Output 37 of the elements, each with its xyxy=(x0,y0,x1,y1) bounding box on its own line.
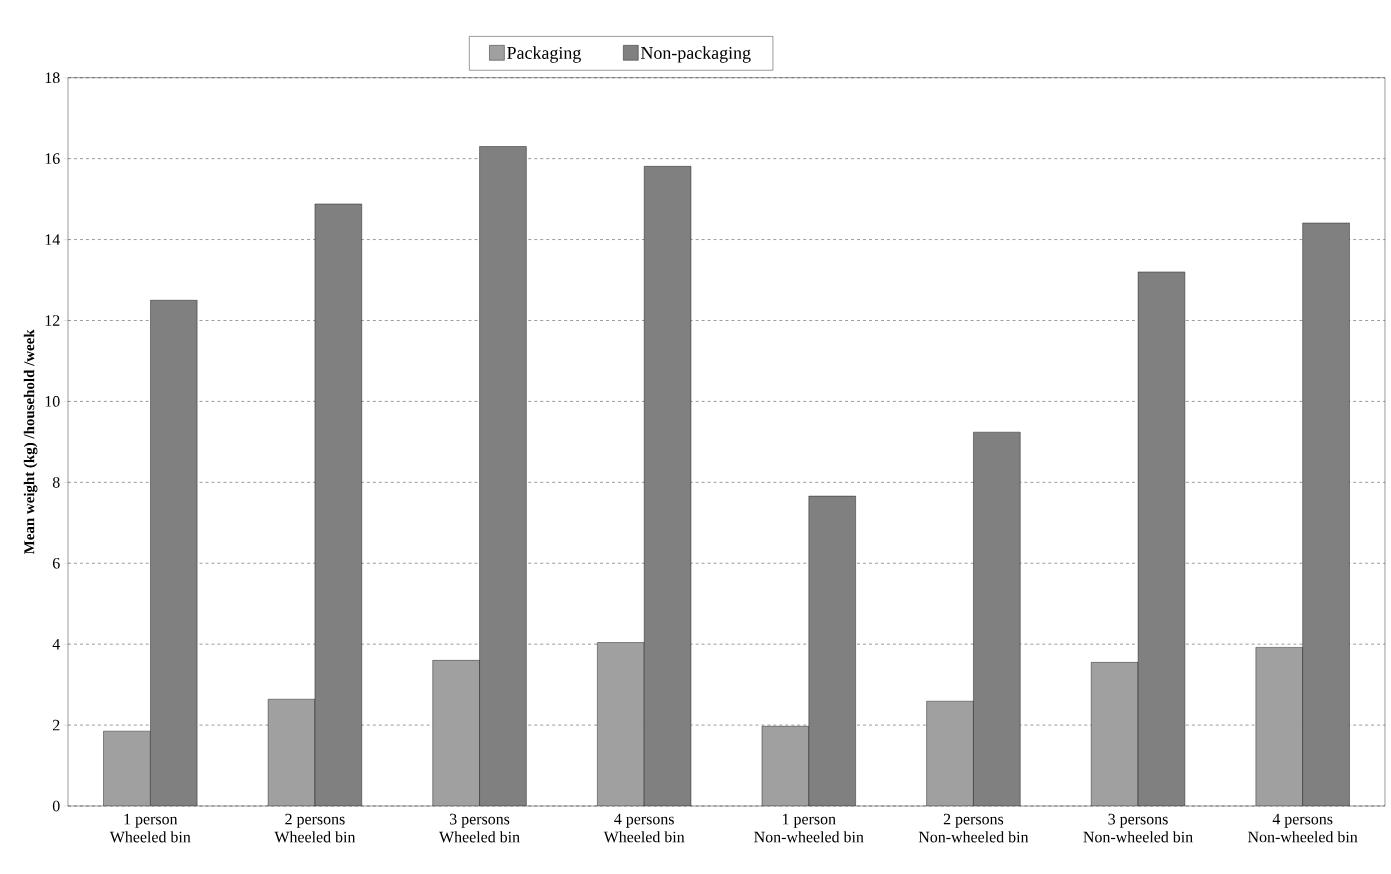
bar xyxy=(643,166,692,806)
bar xyxy=(479,146,527,806)
bar xyxy=(1137,271,1186,806)
y-tick-label: 14 xyxy=(45,234,60,245)
legend-label: Non-packaging xyxy=(640,46,751,63)
x-tick-label: 3 persons Non-wheeled bin xyxy=(1083,813,1193,843)
legend-label: Packaging xyxy=(507,46,581,63)
bar xyxy=(1091,662,1139,806)
x-tick-label: 4 persons Wheeled bin xyxy=(603,813,685,843)
y-tick-label: 4 xyxy=(52,638,60,650)
y-tick-label: 0 xyxy=(52,800,60,812)
y-tick-label: 18 xyxy=(45,72,60,84)
bar xyxy=(973,431,1021,806)
y-tick-label: 2 xyxy=(52,719,60,731)
x-tick-label: 1 person Wheeled bin xyxy=(109,813,191,843)
bar xyxy=(150,300,198,806)
y-tick-label: 8 xyxy=(52,476,60,488)
y-tick-label: 16 xyxy=(45,153,60,164)
bar xyxy=(597,642,645,806)
y-tick-label: 12 xyxy=(45,315,60,326)
y-tick-label: 10 xyxy=(45,396,60,407)
x-tick-label: 1 person Non-wheeled bin xyxy=(754,813,864,843)
x-tick-label: 3 persons Wheeled bin xyxy=(439,813,520,843)
y-axis-title: Mean weight (kg) /household /week xyxy=(23,329,38,555)
bar xyxy=(267,698,316,806)
bar xyxy=(1255,647,1303,806)
bar xyxy=(808,495,856,806)
bar xyxy=(761,726,809,806)
y-tick-label: 6 xyxy=(52,557,60,569)
x-tick-label: 2 persons Non-wheeled bin xyxy=(918,813,1029,843)
bar xyxy=(432,660,480,806)
bar xyxy=(1302,222,1350,806)
bar xyxy=(103,730,151,806)
bar xyxy=(926,701,974,806)
x-tick-label: 2 persons Wheeled bin xyxy=(274,813,356,843)
x-tick-label: 4 persons Non-wheeled bin xyxy=(1248,813,1358,843)
bar xyxy=(314,203,362,806)
